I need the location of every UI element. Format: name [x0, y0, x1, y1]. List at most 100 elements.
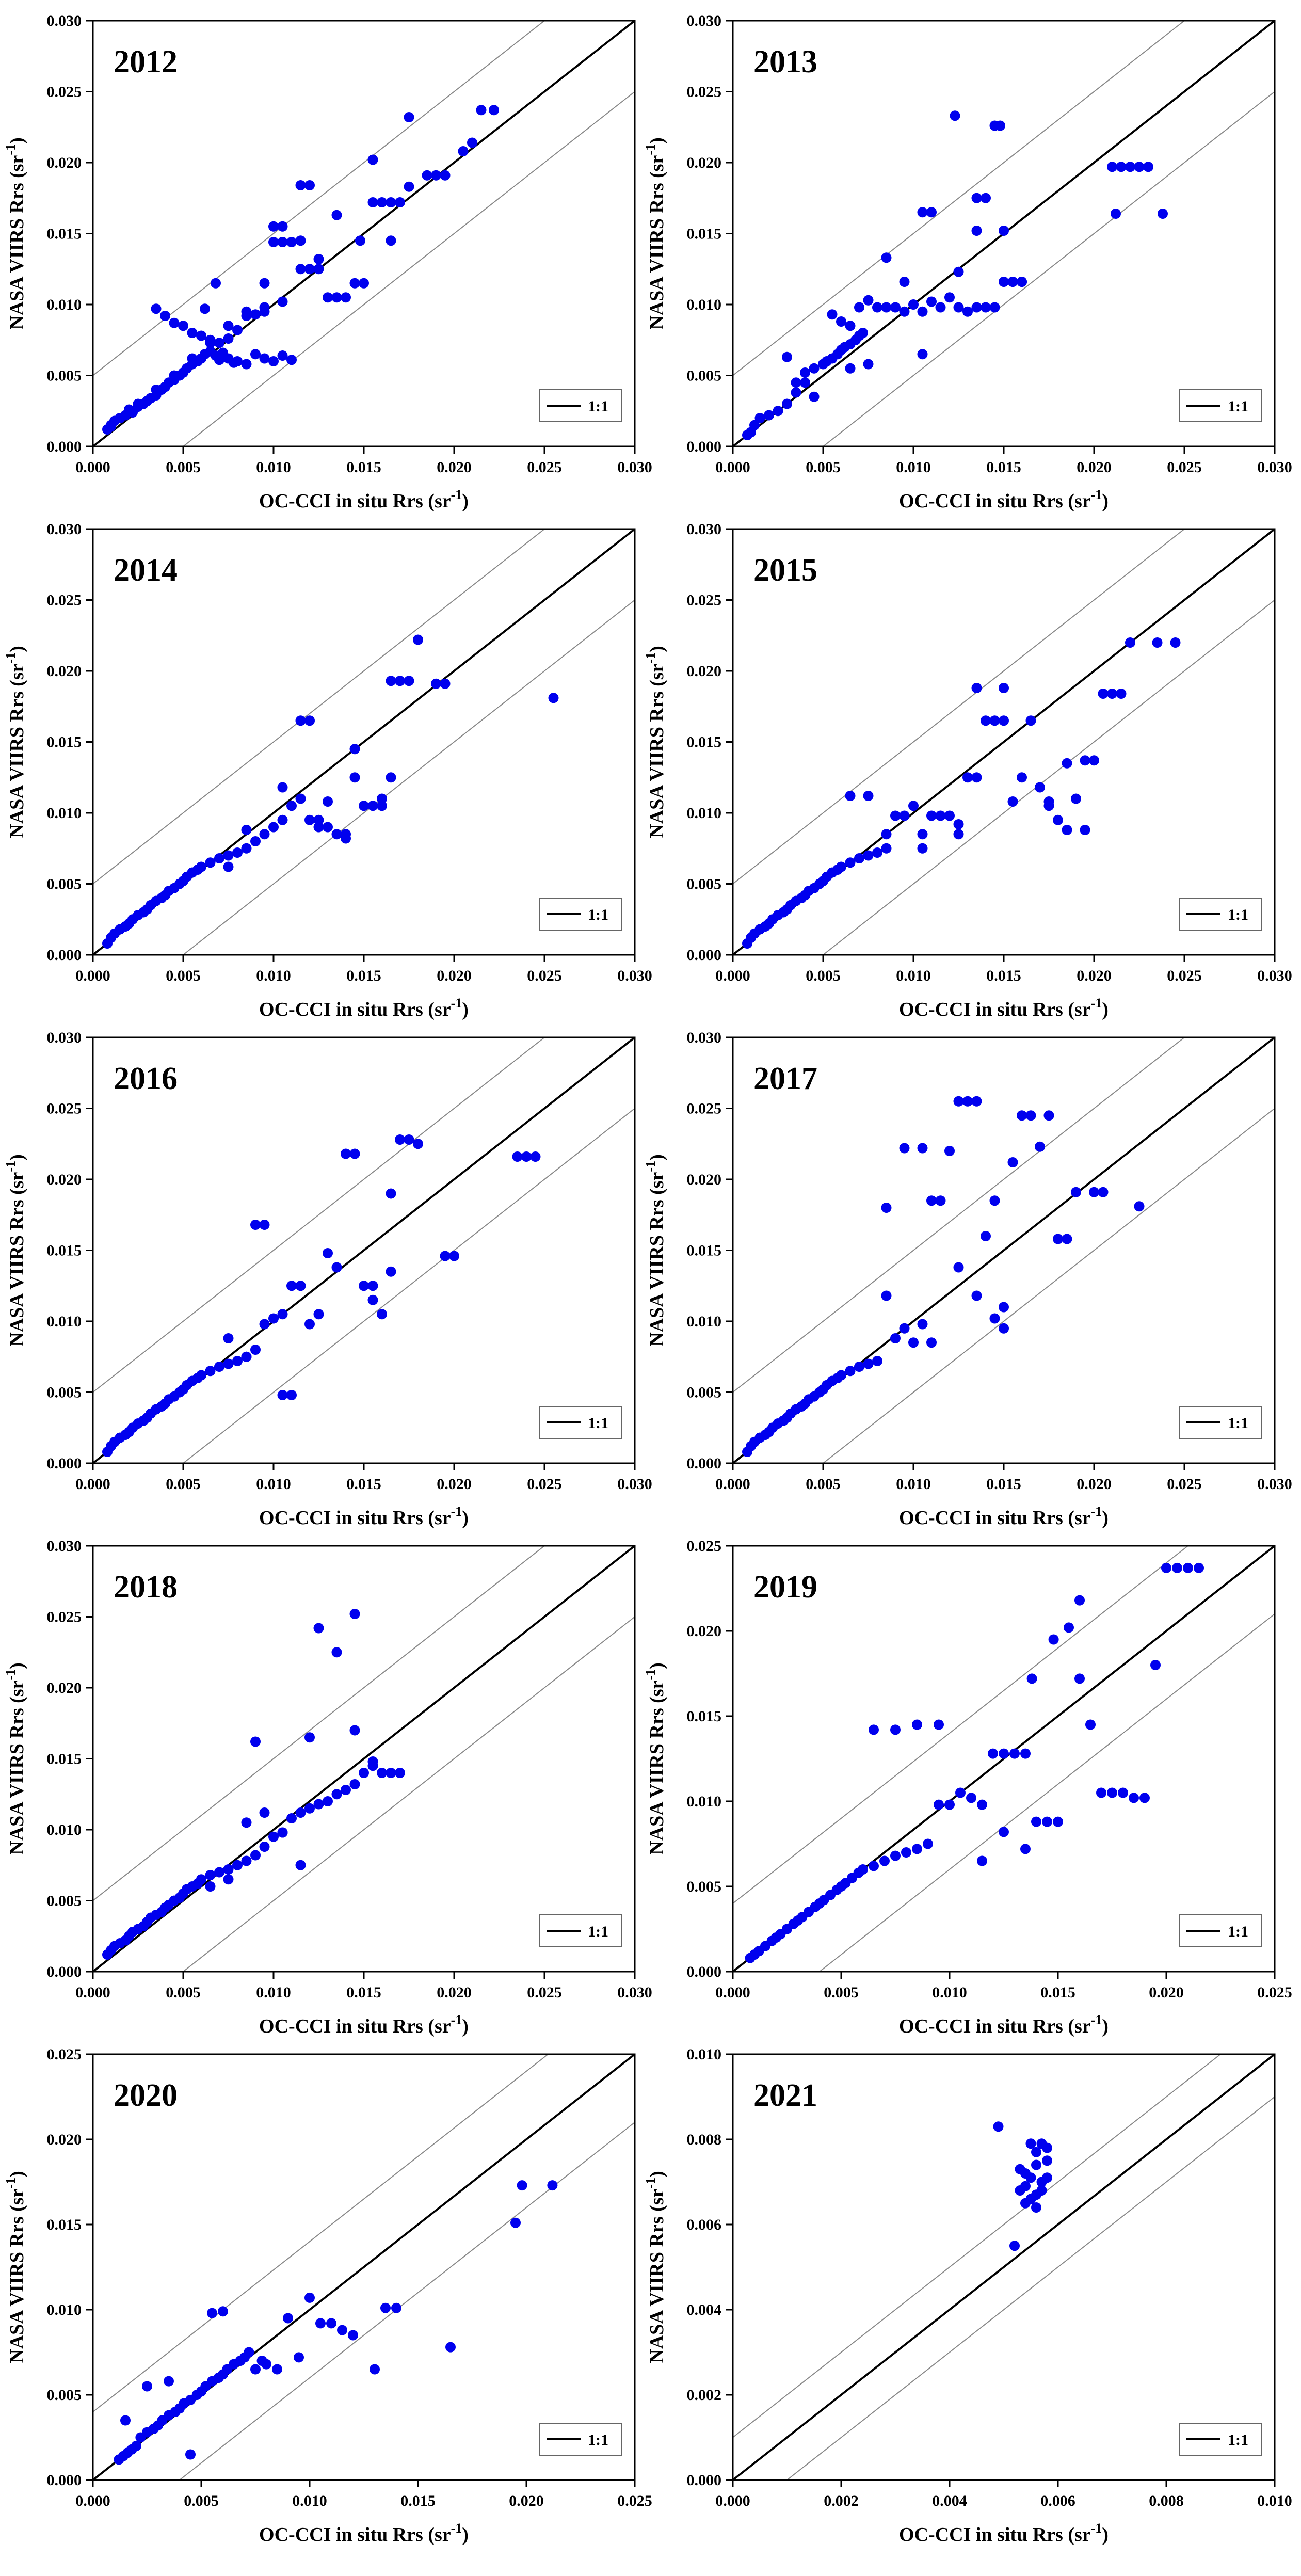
legend-label: 1:1 [588, 398, 608, 415]
data-point [953, 302, 964, 313]
y-tick-label: 0.020 [687, 154, 722, 171]
data-point [440, 170, 451, 181]
data-point [881, 1290, 892, 1301]
x-tick-label: 0.025 [527, 967, 562, 984]
y-axis-title-text: NASA VIIRS Rrs (sr [6, 1680, 28, 1854]
year-label: 2021 [753, 2078, 817, 2113]
panel-2012: 0.000 0.005 0.010 0.015 0.020 0.025 0.030 0.000… [3, 12, 652, 512]
data-point [999, 715, 1009, 726]
data-point [261, 2359, 271, 2370]
data-point [313, 822, 324, 833]
data-point [313, 1623, 324, 1634]
x-tick-label: 0.010 [292, 2492, 327, 2509]
data-point [348, 2330, 358, 2341]
data-point [854, 853, 864, 863]
x-tick-label: 0.005 [166, 1984, 201, 2001]
data-point [404, 181, 414, 192]
reference-line-lower [182, 91, 635, 446]
x-tick-label: 0.002 [824, 2492, 859, 2509]
data-point [1089, 1187, 1099, 1197]
data-point [304, 264, 315, 275]
x-axis-title: OC-CCI in situ Rrs (sr-1) [259, 2521, 469, 2546]
data-point [211, 278, 221, 289]
data-point [250, 2364, 261, 2375]
y-tick-label: 0.000 [47, 2472, 82, 2489]
x-tick-label: 0.030 [617, 1984, 652, 2001]
data-point [845, 363, 856, 374]
data-point [268, 356, 279, 366]
data-point [917, 306, 928, 317]
one-to-one-line [733, 2054, 1275, 2480]
data-point [367, 1294, 378, 1305]
data-point [999, 1323, 1009, 1334]
data-point [214, 338, 224, 348]
x-axis-title-exponent: -1 [1091, 2521, 1102, 2536]
data-point [187, 353, 198, 364]
x-axis-title: OC-CCI in situ Rrs (sr-1) [899, 487, 1109, 512]
data-points [102, 105, 499, 435]
data-point [223, 321, 234, 331]
legend-label: 1:1 [588, 1415, 608, 1432]
x-axis-title-close: ) [1102, 490, 1109, 512]
x-tick-label: 0.030 [1257, 1476, 1292, 1493]
data-point [386, 197, 396, 207]
data-point [530, 1151, 541, 1162]
data-point [304, 2292, 315, 2303]
data-points [745, 1562, 1204, 1963]
year-label: 2017 [753, 1061, 817, 1096]
data-point [1062, 758, 1072, 769]
data-point [917, 1319, 928, 1330]
data-point [899, 1323, 910, 1334]
y-axis-title: NASA VIIRS Rrs (sr-1) [643, 1662, 668, 1855]
data-point [791, 377, 801, 388]
data-point [1172, 1562, 1182, 1573]
data-point [313, 814, 324, 825]
y-tick-label: 0.020 [47, 2131, 82, 2148]
data-point [1035, 782, 1045, 793]
x-tick-label: 0.010 [1257, 2492, 1292, 2509]
data-point [250, 1850, 261, 1861]
data-point [999, 683, 1009, 693]
data-point [232, 847, 243, 858]
x-axis-title-exponent: -1 [451, 996, 462, 1011]
data-point [1074, 1673, 1085, 1684]
data-point [259, 1220, 270, 1230]
data-point [863, 359, 874, 370]
y-tick-label: 0.000 [47, 1963, 82, 1980]
data-point [241, 1855, 252, 1866]
data-point [151, 303, 162, 314]
data-point [962, 1096, 973, 1107]
data-point [386, 676, 396, 686]
data-point [286, 801, 297, 811]
x-tick-label: 0.025 [527, 459, 562, 476]
data-point [1111, 209, 1121, 219]
data-point [244, 2347, 254, 2358]
data-point [962, 772, 973, 783]
data-point [359, 801, 369, 811]
reference-line-upper [93, 2054, 549, 2412]
data-point [934, 1719, 944, 1730]
data-point [890, 1724, 901, 1735]
x-axis-title: OC-CCI in situ Rrs (sr-1) [899, 996, 1109, 1020]
data-point [754, 413, 765, 423]
data-point [962, 306, 973, 317]
data-point [836, 316, 846, 327]
data-point [286, 355, 297, 365]
data-point [295, 1860, 306, 1870]
y-tick-label: 0.000 [47, 1455, 82, 1472]
data-point [953, 829, 964, 840]
y-axis-title-close: ) [6, 137, 28, 144]
y-tick-label: 0.002 [687, 2387, 722, 2404]
data-point [250, 836, 261, 846]
x-tick-label: 0.015 [346, 1984, 381, 2001]
data-point [223, 333, 234, 344]
data-point [1042, 2142, 1052, 2153]
data-point [917, 843, 928, 854]
year-label: 2014 [114, 553, 178, 588]
data-point [476, 105, 487, 116]
reference-line-lower [179, 2122, 635, 2480]
data-point [326, 2318, 336, 2329]
data-point [367, 197, 378, 207]
y-axis-title-close: ) [646, 1662, 668, 1669]
data-point [1116, 689, 1127, 699]
